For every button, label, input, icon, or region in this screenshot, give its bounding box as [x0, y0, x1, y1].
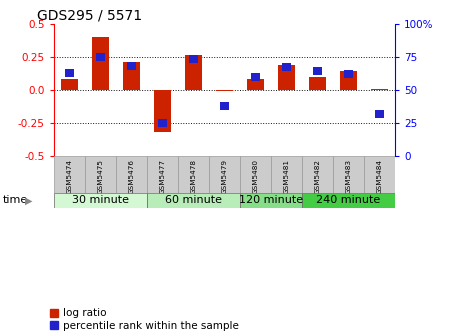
- Text: GSM5484: GSM5484: [377, 159, 383, 194]
- Text: GSM5482: GSM5482: [315, 159, 321, 194]
- Bar: [178, 156, 209, 193]
- Text: GSM5475: GSM5475: [97, 159, 103, 194]
- Bar: [147, 156, 178, 193]
- Bar: [278, 65, 295, 90]
- Bar: [302, 193, 395, 208]
- Bar: [54, 156, 85, 193]
- Bar: [240, 156, 271, 193]
- Bar: [123, 62, 140, 90]
- Bar: [302, 156, 333, 193]
- Text: 60 minute: 60 minute: [165, 196, 222, 206]
- Bar: [185, 55, 202, 90]
- Bar: [364, 156, 395, 193]
- Bar: [251, 73, 260, 81]
- Text: GSM5478: GSM5478: [190, 159, 197, 194]
- Text: time: time: [2, 196, 27, 206]
- Bar: [344, 70, 353, 78]
- Bar: [61, 79, 78, 90]
- Text: GSM5483: GSM5483: [346, 159, 352, 194]
- Bar: [92, 37, 109, 90]
- Bar: [216, 90, 233, 91]
- Bar: [271, 156, 302, 193]
- Text: ▶: ▶: [25, 196, 32, 206]
- Bar: [189, 55, 198, 64]
- Text: GSM5476: GSM5476: [128, 159, 134, 194]
- Bar: [333, 156, 364, 193]
- Bar: [116, 156, 147, 193]
- Text: GSM5477: GSM5477: [159, 159, 165, 194]
- Bar: [340, 71, 357, 90]
- Legend: log ratio, percentile rank within the sample: log ratio, percentile rank within the sa…: [50, 308, 238, 331]
- Bar: [375, 110, 384, 118]
- Bar: [309, 77, 326, 90]
- Text: 120 minute: 120 minute: [239, 196, 303, 206]
- Bar: [247, 79, 264, 90]
- Bar: [240, 193, 302, 208]
- Bar: [96, 53, 105, 61]
- Text: GSM5479: GSM5479: [221, 159, 228, 194]
- Bar: [313, 67, 322, 75]
- Text: GDS295 / 5571: GDS295 / 5571: [37, 8, 142, 23]
- Bar: [158, 119, 167, 127]
- Text: GSM5480: GSM5480: [252, 159, 259, 194]
- Bar: [209, 156, 240, 193]
- Bar: [371, 89, 388, 90]
- Bar: [54, 193, 147, 208]
- Text: GSM5474: GSM5474: [66, 159, 72, 194]
- Text: 30 minute: 30 minute: [72, 196, 129, 206]
- Text: 240 minute: 240 minute: [317, 196, 381, 206]
- Bar: [147, 193, 240, 208]
- Bar: [85, 156, 116, 193]
- Text: GSM5481: GSM5481: [284, 159, 290, 194]
- Bar: [220, 102, 229, 110]
- Bar: [65, 69, 74, 77]
- Bar: [154, 90, 171, 132]
- Bar: [282, 64, 291, 71]
- Bar: [127, 62, 136, 70]
